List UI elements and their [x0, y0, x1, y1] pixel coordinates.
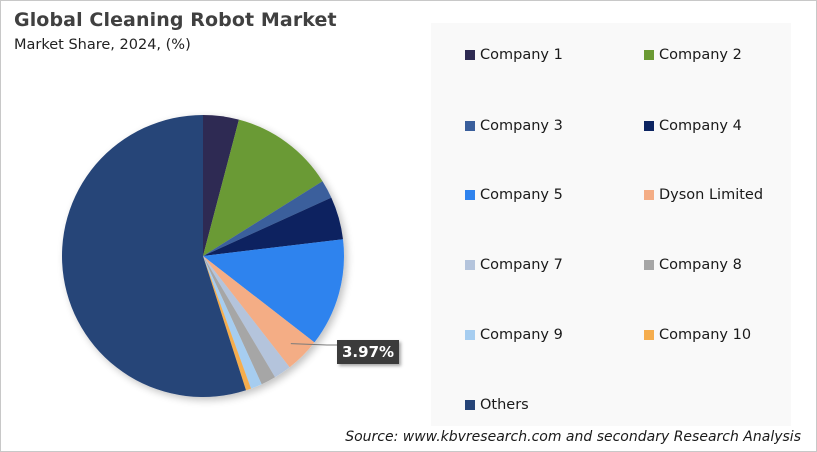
- legend-item-company-1[interactable]: Company 1: [465, 47, 563, 63]
- pie-svg: [61, 114, 344, 397]
- legend-swatch: [644, 260, 654, 270]
- dyson-data-label: 3.97%: [337, 340, 400, 364]
- legend-item-company-4[interactable]: Company 4: [644, 118, 742, 134]
- legend-swatch: [465, 121, 475, 131]
- legend-swatch: [465, 330, 475, 340]
- pie-slice-company-2[interactable]: [203, 119, 323, 256]
- legend-label: Company 5: [480, 187, 563, 203]
- legend-item-others[interactable]: Others: [465, 397, 529, 413]
- legend-item-company-10[interactable]: Company 10: [644, 327, 751, 343]
- legend-label: Company 3: [480, 118, 563, 134]
- legend-label: Company 1: [480, 47, 563, 63]
- legend-swatch: [644, 121, 654, 131]
- source-note: Source: www.kbvresearch.com and secondar…: [345, 429, 801, 445]
- legend-swatch: [465, 400, 475, 410]
- legend-item-company-9[interactable]: Company 9: [465, 327, 563, 343]
- legend-swatch: [644, 50, 654, 60]
- pie-chart: [1, 61, 421, 441]
- legend-item-dyson-limited[interactable]: Dyson Limited: [644, 187, 763, 203]
- pie-slice-company-7[interactable]: [203, 256, 290, 378]
- legend-swatch: [465, 260, 475, 270]
- legend-item-company-2[interactable]: Company 2: [644, 47, 742, 63]
- pie-slice-company-8[interactable]: [203, 256, 276, 385]
- legend-label: Company 10: [659, 327, 752, 343]
- legend-label: Company 8: [659, 257, 742, 273]
- chart-title: Global Cleaning Robot Market: [14, 9, 337, 31]
- legend-swatch: [465, 190, 475, 200]
- legend-swatch: [644, 330, 654, 340]
- legend-label: Dyson Limited: [659, 187, 764, 203]
- legend-swatch: [644, 190, 654, 200]
- pie-slice-dyson-limited[interactable]: [203, 256, 315, 368]
- legend-item-company-5[interactable]: Company 5: [465, 187, 563, 203]
- pie-slice-company-1[interactable]: [203, 115, 239, 256]
- legend-swatch: [465, 50, 475, 60]
- legend-item-company-7[interactable]: Company 7: [465, 257, 563, 273]
- legend-label: Company 9: [480, 327, 563, 343]
- legend: Company 1 Company 2 Company 3 Company 4 …: [431, 23, 791, 426]
- legend-label: Company 4: [659, 118, 742, 134]
- pie-slice-company-10[interactable]: [203, 256, 252, 391]
- legend-label: Others: [480, 397, 529, 413]
- legend-label: Company 2: [659, 47, 742, 63]
- pie-slice-company-4[interactable]: [203, 197, 343, 256]
- pie-slice-company-3[interactable]: [203, 181, 332, 256]
- legend-label: Company 7: [480, 257, 563, 273]
- pie-slice-others[interactable]: [61, 114, 246, 397]
- pie-slice-company-9[interactable]: [203, 256, 262, 389]
- legend-item-company-8[interactable]: Company 8: [644, 257, 742, 273]
- pie-slice-company-5[interactable]: [203, 239, 344, 343]
- chart-subtitle: Market Share, 2024, (%): [14, 37, 191, 53]
- legend-item-company-3[interactable]: Company 3: [465, 118, 563, 134]
